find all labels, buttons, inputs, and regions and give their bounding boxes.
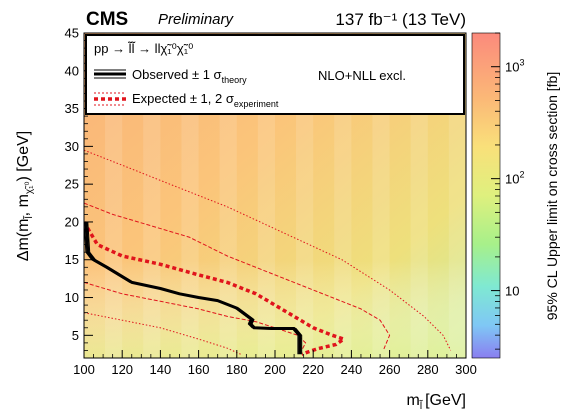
y-tick-label: 40: [65, 63, 79, 78]
x-axis-ticks: 100 120 140 160 180 200 220 240 260 280 300: [73, 350, 477, 377]
x-tick-label: 180: [226, 362, 248, 377]
status-label: Preliminary: [158, 11, 235, 28]
x-tick-label: 260: [379, 362, 401, 377]
y-tick-label: 15: [65, 252, 79, 267]
legend-observed: Observed ± 1 σtheory: [132, 67, 247, 85]
x-tick-label: 100: [73, 362, 95, 377]
curve-expected: [84, 221, 346, 356]
color-bar-label: 95% CL Upper limit on cross section [fb]: [544, 72, 560, 320]
x-tick-label: 160: [188, 362, 210, 377]
x-axis-label: ml̃ [GeV]: [407, 392, 466, 412]
lumi-label: 137 fb⁻¹ (13 TeV): [335, 10, 466, 29]
z-tick-label: 10: [505, 284, 519, 299]
curve-expected-2sigma-down: [84, 312, 241, 355]
x-tick-label: 220: [302, 362, 324, 377]
curve-expected-2sigma-up: [84, 149, 452, 351]
color-bar-ticks: 10 102 103: [491, 32, 524, 350]
x-tick-label: 280: [417, 362, 439, 377]
x-tick-label: 140: [150, 362, 172, 377]
y-tick-label: 30: [65, 139, 79, 154]
y-tick-label: 45: [65, 26, 79, 41]
y-tick-label: 35: [65, 101, 79, 116]
color-bar-frame: [471, 32, 501, 359]
legend-process: pp → l̃l̃ → llχ̃₁⁰χ̃₁⁰: [94, 41, 193, 56]
x-tick-label: 300: [455, 362, 477, 377]
legend-expected: Expected ± 1, 2 σexperiment: [132, 91, 279, 109]
y-tick-label: 10: [65, 290, 79, 305]
y-tick-label: 20: [65, 214, 79, 229]
curve-expected-1sigma-up: [84, 202, 391, 350]
legend-box: [85, 34, 465, 115]
color-bar: [472, 33, 500, 358]
x-tick-label: 120: [111, 362, 133, 377]
legend-note: NLO+NLL excl.: [318, 68, 406, 83]
limit-curves: [84, 149, 452, 356]
z-tick-label: 102: [505, 170, 524, 187]
x-tick-label: 240: [341, 362, 363, 377]
curve-observed: [84, 221, 302, 355]
y-tick-label: 25: [65, 177, 79, 192]
z-tick-label: 103: [505, 58, 524, 75]
x-tick-label: 200: [264, 362, 286, 377]
experiment-label: CMS: [86, 9, 128, 30]
y-tick-label: 5: [72, 328, 79, 343]
y-axis-label: Δm(ml̃, mχ̃₁⁰) [GeV]: [15, 131, 35, 261]
